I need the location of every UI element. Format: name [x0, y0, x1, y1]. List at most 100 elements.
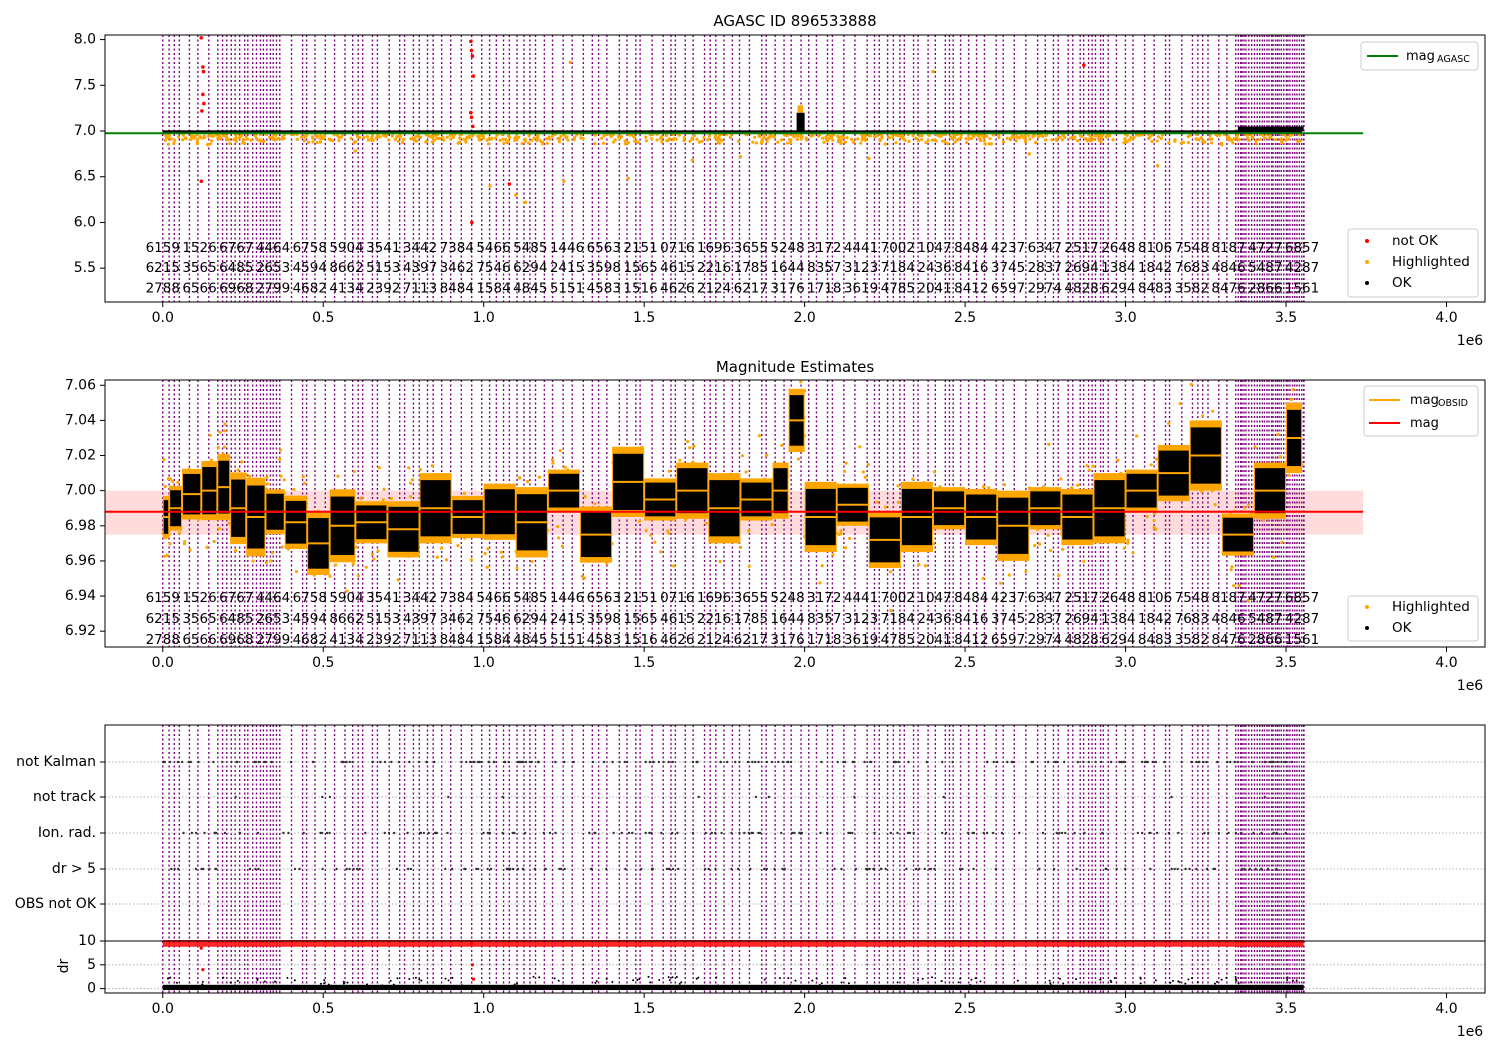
highlighted-point: [780, 443, 784, 447]
flag-marker: [710, 831, 713, 835]
flag-marker: [840, 867, 843, 871]
highlighted-point: [842, 469, 847, 473]
dr-point: [263, 980, 266, 983]
highlighted-point: [181, 133, 185, 137]
obsid-label: 4287: [1285, 260, 1319, 276]
highlighted-point: [1298, 139, 1302, 143]
dr-point: [1250, 981, 1253, 984]
flag-marker: [335, 867, 338, 871]
dr-point: [811, 979, 814, 982]
flag-marker: [1073, 831, 1076, 835]
flag-marker: [652, 760, 655, 764]
flag-marker: [328, 795, 332, 799]
highlighted-point: [1201, 139, 1205, 143]
dr-point: [1177, 980, 1180, 983]
highlighted-point: [176, 135, 181, 139]
highlighted-point: [875, 500, 879, 504]
obsid-label: 4583: [587, 632, 621, 648]
highlighted-point: [244, 134, 248, 139]
obsid-label: 4828: [1064, 280, 1098, 296]
highlighted-point: [1137, 133, 1141, 137]
highlighted-point: [971, 134, 976, 138]
highlighted-point: [442, 138, 446, 142]
flag-marker: [994, 867, 998, 871]
obsid-label: 6597: [991, 632, 1025, 648]
highlighted-point: [933, 138, 937, 142]
highlighted-point: [262, 139, 266, 143]
highlighted-point: [920, 138, 924, 142]
highlighted-point: [318, 136, 323, 141]
highlighted-point: [301, 475, 305, 479]
highlighted-point: [988, 137, 992, 141]
highlighted-point: [1086, 138, 1090, 142]
not-ok-point: [470, 54, 475, 58]
highlighted-point: [1179, 141, 1183, 145]
dr-point: [1132, 986, 1135, 989]
highlighted-point: [837, 135, 841, 139]
ok-point-band: [796, 112, 805, 132]
flag-marker: [543, 867, 547, 871]
highlighted-point: [706, 137, 711, 141]
flag-marker: [873, 831, 876, 835]
highlighted-point: [747, 529, 751, 533]
highlighted-point: [667, 531, 671, 535]
dr-point: [1027, 986, 1030, 989]
flag-marker: [1233, 760, 1236, 764]
highlighted-point: [1246, 598, 1250, 603]
obsid-label: 8662: [329, 260, 363, 276]
obsid-label: 6217: [734, 280, 768, 296]
highlighted-point: [616, 134, 621, 139]
highlighted-point: [1031, 135, 1035, 139]
highlighted-point: [822, 140, 826, 144]
flag-marker: [425, 760, 429, 764]
flag-marker: [460, 760, 463, 764]
flag-marker: [820, 760, 823, 764]
flag-marker: [254, 760, 258, 764]
dr-point: [680, 981, 683, 984]
dr-point: [553, 977, 556, 980]
dr-point: [864, 986, 867, 989]
highlighted-point: [1201, 414, 1205, 418]
highlighted-point: [518, 476, 522, 480]
highlighted-point: [525, 480, 530, 484]
flag-marker: [1010, 760, 1013, 764]
flag-marker: [408, 760, 411, 764]
highlighted-point: [407, 466, 411, 470]
highlighted-point: [839, 531, 843, 535]
dr-point: [1263, 985, 1266, 988]
obsid-label: 2436: [917, 611, 951, 627]
highlighted-point: [644, 135, 648, 139]
obsid-label: 6597: [991, 280, 1025, 296]
highlighted-point: [249, 138, 253, 142]
highlighted-point: [387, 138, 391, 142]
flag-marker: [644, 760, 647, 764]
highlighted-point: [863, 138, 868, 142]
flag-marker: [1251, 760, 1254, 764]
flag-marker: [320, 831, 324, 835]
highlighted-point: [845, 136, 849, 140]
flag-marker: [917, 867, 921, 871]
flag-marker: [1018, 831, 1021, 835]
dr-point: [726, 985, 729, 988]
highlighted-point: [860, 138, 864, 142]
dr-spike-point: [471, 977, 476, 981]
flag-marker: [665, 867, 669, 871]
dr-point: [778, 977, 781, 980]
highlighted-point: [1199, 136, 1203, 140]
dr-point: [763, 978, 766, 981]
highlighted-point: [498, 138, 502, 142]
flag-marker: [1006, 760, 1009, 764]
obsid-label: 1696: [697, 590, 731, 606]
highlighted-point: [205, 545, 209, 549]
highlighted-point: [796, 134, 800, 138]
not-ok-point: [469, 39, 473, 44]
legend-marker: [1365, 239, 1369, 243]
flag-marker: [406, 831, 409, 835]
flag-marker: [671, 831, 674, 835]
flag-marker: [520, 760, 524, 764]
highlighted-point: [302, 139, 306, 143]
highlighted-point: [410, 478, 414, 482]
flag-marker: [345, 867, 348, 871]
highlighted-point: [377, 466, 381, 470]
dr-point: [1016, 979, 1019, 982]
